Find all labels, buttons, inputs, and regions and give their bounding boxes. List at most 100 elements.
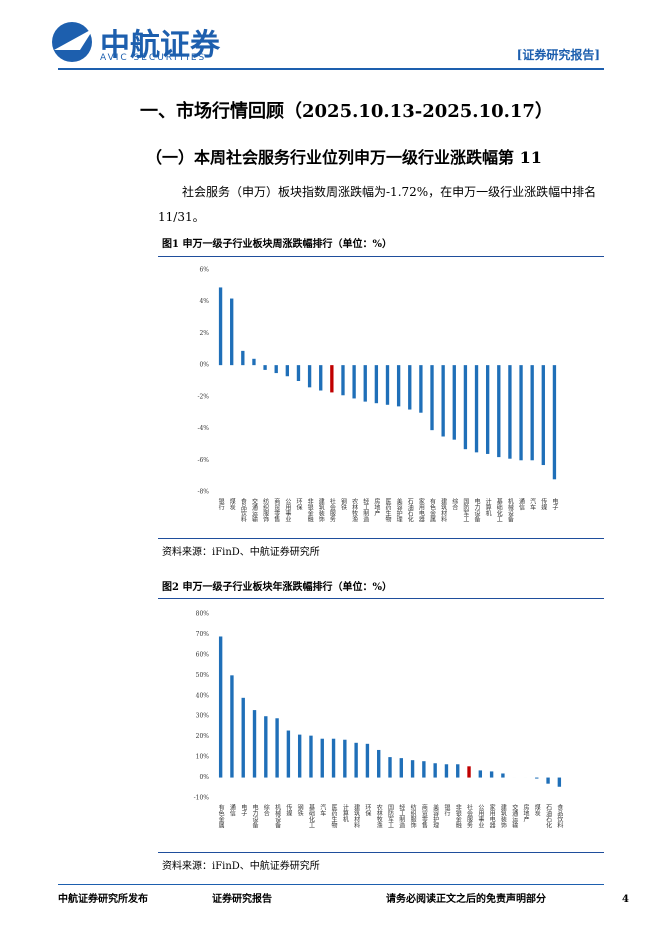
x-tick-label: 医药生物 (384, 498, 391, 523)
bar (331, 738, 336, 778)
page-number: 4 (622, 894, 629, 905)
y-tick-label: -2% (197, 393, 209, 400)
bar (497, 365, 501, 458)
x-tick-label: 建筑材料 (440, 497, 447, 523)
bar (530, 365, 534, 461)
x-tick-label: 公用事业 (284, 498, 291, 522)
bar (275, 718, 279, 778)
bar (410, 760, 415, 778)
bar (218, 636, 223, 778)
x-tick-label: 钢铁 (339, 497, 346, 511)
footer-left: 中航证券研究所发布 (58, 894, 148, 905)
y-tick-label: 10% (196, 754, 210, 761)
x-tick-label: 食品饮料 (556, 803, 563, 829)
bar (385, 365, 390, 405)
bar (241, 350, 245, 366)
x-tick-label: 建筑材料 (353, 803, 360, 829)
report-tag: [证券研究报告] (516, 48, 600, 62)
x-tick-label: 家用电器 (417, 497, 424, 523)
x-tick-label: 国防军工 (387, 804, 394, 828)
x-tick-label: 农林牧渔 (375, 803, 382, 829)
x-tick-label: 钢铁 (296, 803, 303, 817)
x-tick-label: 通信 (228, 803, 235, 817)
y-tick-label: -10% (194, 795, 210, 802)
bar (286, 730, 291, 778)
x-tick-label: 基础化工 (307, 803, 314, 828)
figure-caption: 图2 申万一级子行业板块年涨跌幅排行（单位：%） (162, 582, 392, 593)
bar (263, 365, 267, 370)
y-tick-label: 30% (196, 713, 210, 720)
x-tick-label: 纺织服饰 (262, 497, 269, 523)
bar (352, 365, 356, 399)
bar (456, 764, 460, 778)
bar (408, 365, 412, 410)
x-tick-label: 石油石化 (545, 804, 552, 829)
source: 资料来源：iFinD、中航证券研究所 (162, 861, 320, 872)
x-tick-label: 计算机 (341, 803, 348, 823)
logo-text: 中航证券 (100, 28, 220, 63)
x-tick-label: 煤炭 (533, 803, 540, 817)
x-tick-label: 综合 (451, 497, 458, 511)
x-tick-label: 非银金融 (306, 497, 313, 523)
x-tick-label: 轻工制造 (362, 497, 369, 523)
bar (230, 298, 234, 366)
bar (264, 716, 268, 778)
y-tick-label: 20% (196, 733, 210, 740)
logo-sub: AVIC SECURITIES (100, 53, 207, 63)
x-tick-label: 传媒 (540, 497, 547, 511)
x-tick-label: 农林牧渔 (351, 497, 358, 523)
x-tick-label: 计算机 (484, 497, 491, 517)
x-tick-label: 汽车 (319, 803, 326, 817)
bar (478, 770, 483, 778)
bar (252, 710, 257, 778)
x-tick-label: 社会服务 (328, 497, 335, 523)
bar (343, 739, 347, 778)
x-tick-label: 美容护理 (432, 803, 439, 828)
x-tick-label: 银行 (443, 803, 450, 817)
x-tick-label: 综合 (262, 803, 269, 817)
logo-icon (52, 22, 94, 62)
y-tick-label: 2% (199, 330, 209, 337)
section-title: 一、市场行情回顾（2025.10.13-2025.10.17） (140, 101, 553, 122)
x-tick-label: 国防军工 (462, 498, 469, 522)
x-tick-label: 机械设备 (274, 803, 281, 829)
bar (307, 365, 312, 388)
figure-rule (158, 598, 604, 599)
footer-center: 证券研究报告 (212, 894, 272, 905)
figure-caption: 图1 申万一级子行业板块周涨跌幅排行（单位：%） (162, 239, 392, 250)
bar (501, 773, 505, 778)
y-tick-label: -4% (197, 425, 209, 432)
x-tick-label: 家用电器 (488, 803, 495, 829)
bar (230, 675, 234, 778)
bar (422, 761, 426, 778)
x-tick-label: 房地产 (373, 497, 380, 517)
y-tick-label: -6% (197, 457, 209, 464)
figure-rule (158, 256, 604, 257)
bar (552, 365, 557, 480)
x-tick-label: 煤炭 (228, 497, 235, 511)
footer-right: 请务必阅读正文之后的免责声明部分 (386, 894, 546, 905)
x-tick-label: 环保 (295, 498, 302, 511)
x-tick-label: 商贸零售 (273, 497, 280, 523)
bar (320, 738, 324, 778)
bar (363, 365, 367, 402)
bar (433, 763, 437, 778)
y-tick-label: 6% (199, 267, 209, 274)
x-tick-label: 交通运输 (511, 803, 518, 829)
bar (430, 365, 434, 431)
x-tick-label: 石油石化 (406, 498, 413, 523)
header-rule (58, 68, 604, 70)
x-tick-label: 有色金属 (429, 497, 436, 523)
x-tick-label: 建筑装饰 (317, 497, 324, 523)
bar (241, 697, 245, 778)
bar (252, 358, 256, 366)
bar (441, 365, 445, 437)
subsection-title: （一）本周社会服务行业位列申万一级行业涨跌幅第 11 (146, 148, 542, 167)
footer-rule (58, 884, 604, 885)
bar (452, 365, 456, 440)
bar (319, 365, 323, 391)
chart: -8% -6% -4% -2% 0% 2% 4% 6% 银行 煤炭 食品饮料 交通运输 纺织服饰 商贸零售… (197, 267, 557, 524)
y-tick-label: 50% (196, 672, 210, 679)
y-tick-label: 80% (196, 611, 210, 618)
